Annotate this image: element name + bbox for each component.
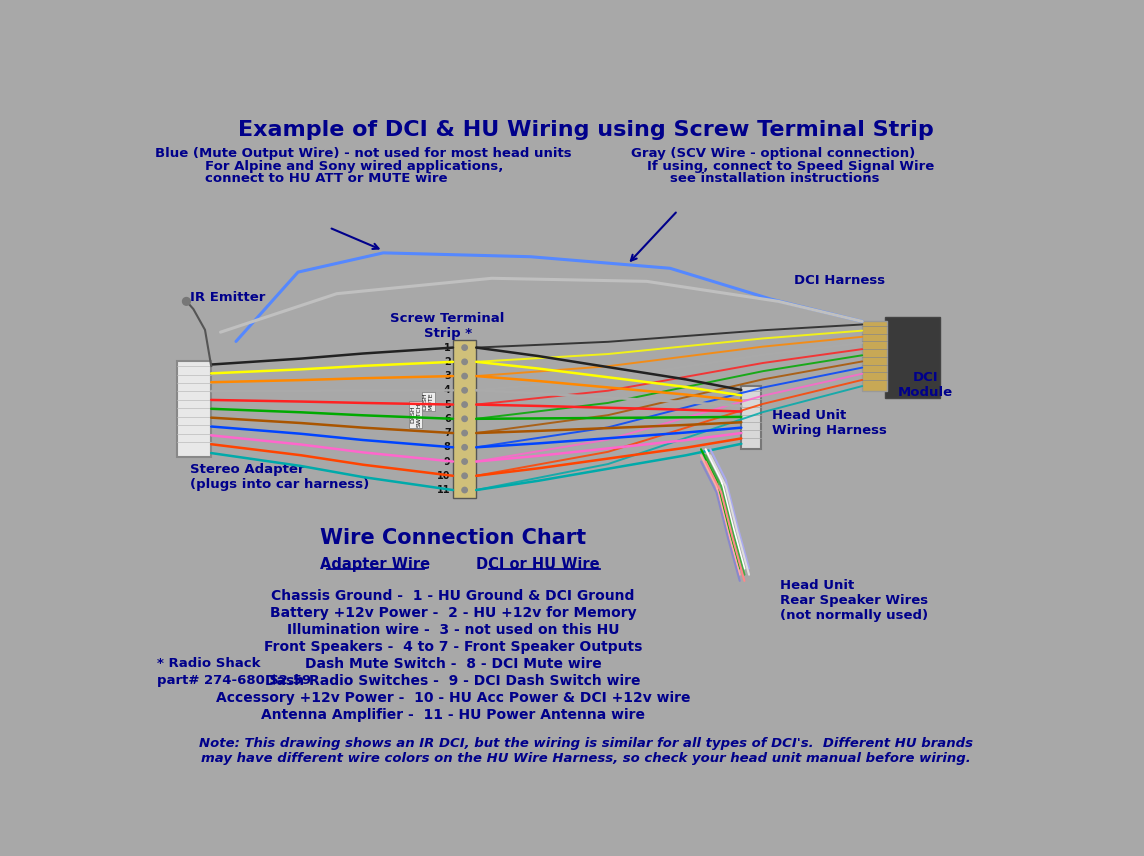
Text: Note: This drawing shows an IR DCI, but the wiring is similar for all types of D: Note: This drawing shows an IR DCI, but … — [199, 737, 974, 750]
Text: 7: 7 — [444, 428, 451, 438]
Circle shape — [462, 416, 468, 421]
Text: DCI
Module: DCI Module — [898, 371, 953, 399]
Text: 5: 5 — [444, 400, 451, 409]
Bar — [741, 386, 762, 449]
Text: Head Unit
Wiring Harness: Head Unit Wiring Harness — [772, 409, 888, 437]
Text: Battery +12v Power -  2 - HU +12v for Memory: Battery +12v Power - 2 - HU +12v for Mem… — [270, 606, 636, 621]
Circle shape — [462, 388, 468, 393]
Bar — [863, 321, 887, 391]
Text: Gray (SCV Wire - optional connection): Gray (SCV Wire - optional connection) — [631, 147, 915, 160]
Bar — [453, 340, 476, 497]
Text: Illumination wire -  3 - not used on this HU: Illumination wire - 3 - not used on this… — [287, 623, 619, 637]
Text: may have different wire colors on the HU Wire Harness, so check your head unit m: may have different wire colors on the HU… — [201, 752, 971, 764]
Circle shape — [462, 444, 468, 450]
Text: 4: 4 — [444, 385, 451, 395]
Circle shape — [462, 360, 468, 365]
Text: Blue (Mute Output Wire) - not used for most head units: Blue (Mute Output Wire) - not used for m… — [154, 147, 571, 160]
Circle shape — [183, 298, 190, 306]
Text: Stereo Adapter
(plugs into car harness): Stereo Adapter (plugs into car harness) — [190, 463, 368, 491]
Text: * Radio Shack: * Radio Shack — [157, 657, 261, 670]
Text: 11: 11 — [437, 485, 451, 495]
Text: Dash Mute Switch -  8 - DCI Mute wire: Dash Mute Switch - 8 - DCI Mute wire — [304, 657, 602, 671]
Text: Adapter Wire: Adapter Wire — [320, 557, 430, 572]
Text: Front Speakers -  4 to 7 - Front Speaker Outputs: Front Speakers - 4 to 7 - Front Speaker … — [264, 640, 642, 654]
Text: Wire Connection Chart: Wire Connection Chart — [320, 528, 586, 548]
Text: see installation instructions: see installation instructions — [670, 172, 880, 185]
Text: 2: 2 — [444, 357, 451, 367]
Text: Head Unit
Rear Speaker Wires
(not normally used): Head Unit Rear Speaker Wires (not normal… — [780, 579, 928, 621]
Circle shape — [462, 431, 468, 436]
Text: Chassis Ground -  1 - HU Ground & DCI Ground: Chassis Ground - 1 - HU Ground & DCI Gro… — [271, 590, 635, 603]
Bar — [885, 317, 939, 398]
Text: 6: 6 — [444, 413, 451, 424]
Text: If using, connect to Speed Signal Wire: If using, connect to Speed Signal Wire — [646, 160, 934, 173]
Text: 3: 3 — [444, 371, 451, 381]
Text: Screw Terminal
Strip *: Screw Terminal Strip * — [390, 312, 505, 340]
Text: connect to HU ATT or MUTE wire: connect to HU ATT or MUTE wire — [205, 172, 447, 185]
Text: IR Emitter: IR Emitter — [190, 291, 265, 305]
Text: Accessory +12v Power -  10 - HU Acc Power & DCI +12v wire: Accessory +12v Power - 10 - HU Acc Power… — [216, 691, 690, 705]
Text: DASH
SWITCH: DASH SWITCH — [411, 402, 421, 427]
Text: DCI or HU Wire: DCI or HU Wire — [476, 557, 601, 572]
Text: 10: 10 — [437, 471, 451, 481]
Text: 8: 8 — [444, 443, 451, 452]
Text: Dash Radio Switches -  9 - DCI Dash Switch wire: Dash Radio Switches - 9 - DCI Dash Switc… — [265, 674, 641, 688]
Circle shape — [462, 487, 468, 493]
Text: 1: 1 — [444, 342, 451, 353]
Text: Example of DCI & HU Wiring using Screw Terminal Strip: Example of DCI & HU Wiring using Screw T… — [238, 120, 935, 140]
Circle shape — [462, 373, 468, 378]
Text: part# 274-680 $2.59: part# 274-680 $2.59 — [157, 674, 311, 687]
Text: 9: 9 — [444, 456, 451, 467]
Text: Antenna Amplifier -  11 - HU Power Antenna wire: Antenna Amplifier - 11 - HU Power Antenn… — [261, 708, 645, 722]
Circle shape — [462, 401, 468, 407]
Circle shape — [462, 345, 468, 350]
Circle shape — [462, 473, 468, 479]
Text: DASH
MUTE: DASH MUTE — [423, 393, 434, 410]
Text: DCI Harness: DCI Harness — [794, 274, 885, 287]
Circle shape — [462, 459, 468, 464]
Text: For Alpine and Sony wired applications,: For Alpine and Sony wired applications, — [205, 160, 503, 173]
Bar — [177, 360, 212, 457]
